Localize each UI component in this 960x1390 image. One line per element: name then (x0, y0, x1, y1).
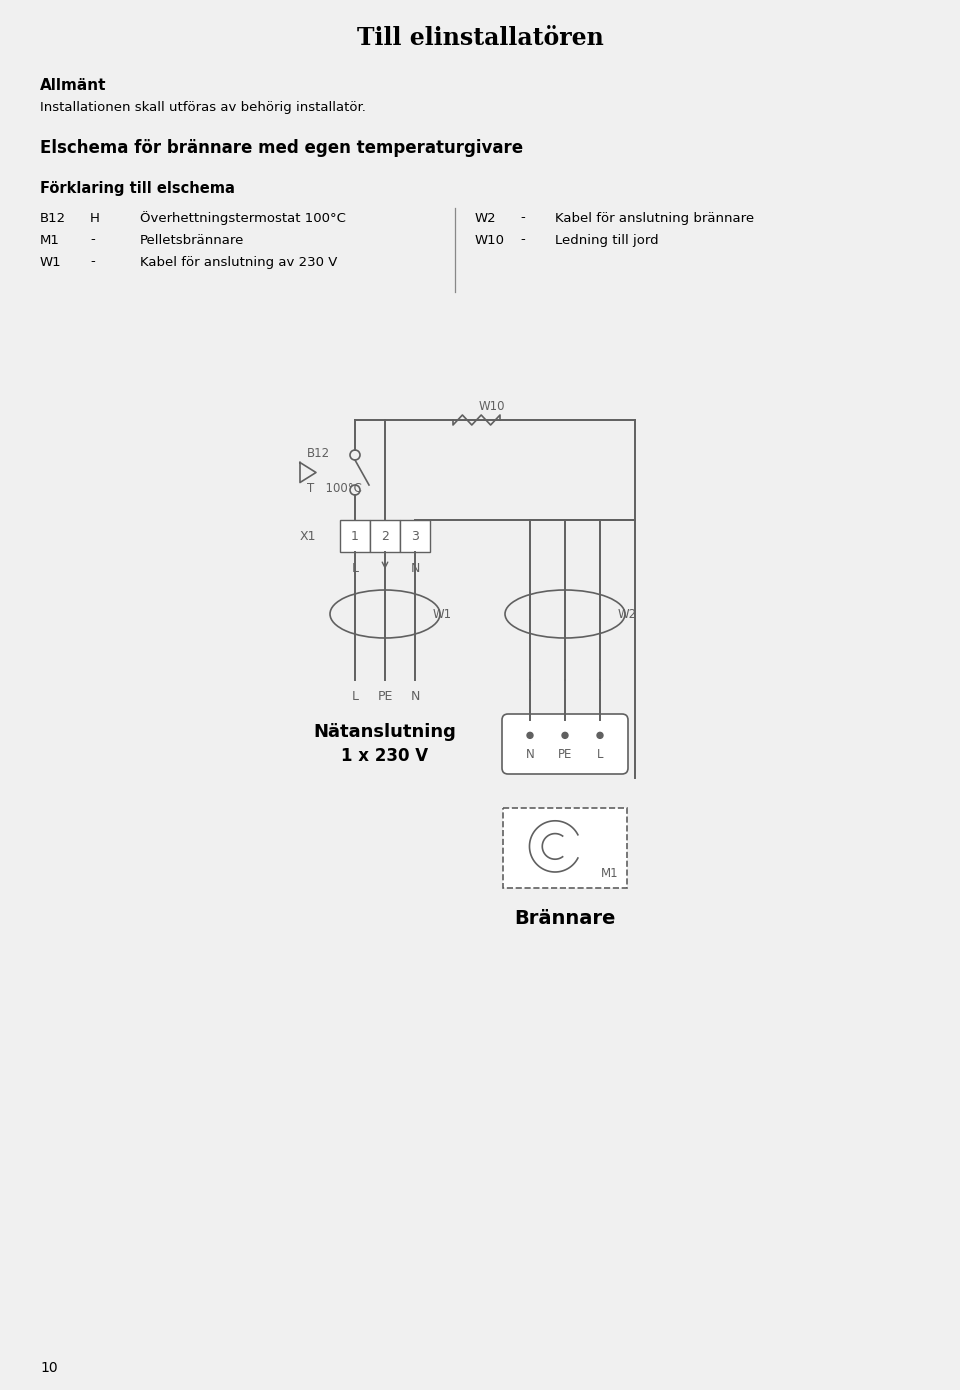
Text: N: N (410, 689, 420, 702)
FancyBboxPatch shape (502, 714, 628, 774)
Text: W1: W1 (433, 607, 452, 620)
Text: N: N (410, 562, 420, 574)
Bar (340, 520, 370, 552)
Text: H: H (90, 211, 100, 225)
Circle shape (527, 733, 533, 738)
Text: L: L (351, 562, 358, 574)
Bar (503, 808, 627, 888)
Text: 3: 3 (411, 530, 419, 542)
Text: Allmänt: Allmänt (40, 78, 107, 93)
Text: PE: PE (377, 689, 393, 702)
Text: W1: W1 (40, 256, 61, 268)
Text: 2: 2 (381, 530, 389, 542)
Circle shape (562, 733, 568, 738)
Text: -: - (520, 234, 525, 246)
Text: Nätanslutning: Nätanslutning (314, 723, 456, 741)
Text: T   100°C: T 100°C (307, 481, 362, 495)
Text: Brännare: Brännare (515, 909, 615, 927)
Text: 1: 1 (351, 530, 359, 542)
Text: -: - (90, 256, 95, 268)
Text: Pelletsbrännare: Pelletsbrännare (140, 234, 245, 246)
Text: Elschema för brännare med egen temperaturgivare: Elschema för brännare med egen temperatu… (40, 139, 523, 157)
Text: B12: B12 (40, 211, 66, 225)
Bar (400, 520, 430, 552)
Text: B12: B12 (307, 446, 330, 460)
Text: W10: W10 (475, 234, 505, 246)
Text: L: L (351, 689, 358, 702)
Text: -: - (90, 234, 95, 246)
Text: N: N (526, 748, 535, 762)
Text: W2: W2 (618, 607, 637, 620)
Text: Ledning till jord: Ledning till jord (555, 234, 659, 246)
Bar (370, 520, 400, 552)
Circle shape (597, 733, 603, 738)
Text: -: - (520, 211, 525, 225)
Text: L: L (597, 748, 603, 762)
Text: X1: X1 (300, 530, 317, 542)
Text: W2: W2 (475, 211, 496, 225)
Text: Kabel för anslutning av 230 V: Kabel för anslutning av 230 V (140, 256, 337, 268)
Text: Överhettningstermostat 100°C: Överhettningstermostat 100°C (140, 211, 346, 225)
Text: PE: PE (558, 748, 572, 762)
Text: 1 x 230 V: 1 x 230 V (342, 746, 428, 765)
Text: 10: 10 (40, 1361, 58, 1375)
Text: W10: W10 (478, 399, 505, 413)
Text: M1: M1 (601, 867, 619, 880)
Text: Till elinstallatören: Till elinstallatören (356, 26, 604, 50)
Text: Förklaring till elschema: Förklaring till elschema (40, 181, 235, 196)
Text: Kabel för anslutning brännare: Kabel för anslutning brännare (555, 211, 755, 225)
Text: M1: M1 (40, 234, 60, 246)
Text: Installationen skall utföras av behörig installatör.: Installationen skall utföras av behörig … (40, 100, 366, 114)
